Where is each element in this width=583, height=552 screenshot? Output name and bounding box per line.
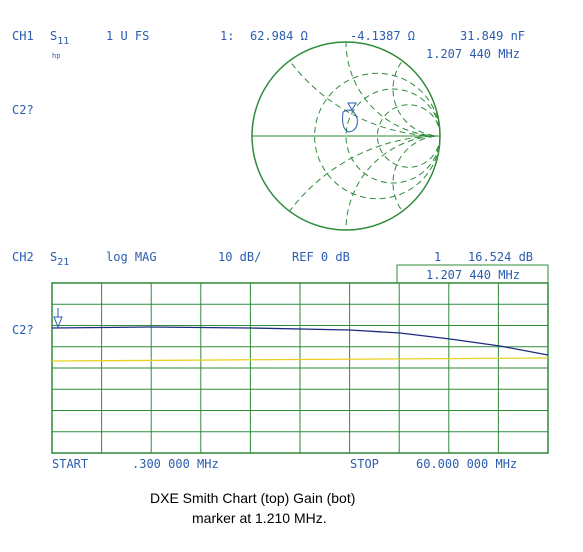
channel-label: CH1 [12,29,34,43]
parameter: S11 [50,29,69,47]
gain-trace [51,326,549,356]
marker-frequency: 1.207 440 MHz [426,268,520,282]
param-letter: S [50,29,57,43]
caption-line: DXE Smith Chart (top) Gain (bot) [150,490,355,506]
brand: hp [52,52,60,60]
start-label: START [52,457,88,471]
param-letter: S [50,250,57,264]
side-label: C2? [12,323,34,337]
marker-value: 16.524 dB [468,250,533,264]
smith-chart [251,41,441,231]
plot-grid [51,264,549,454]
stop-frequency: 60.000 000 MHz [416,457,517,471]
start-frequency: .300 000 MHz [132,457,219,471]
parameter: S21 [50,250,69,268]
param-sub: 11 [57,36,69,47]
side-label: C2? [12,103,34,117]
reference-marker [53,308,63,329]
marker-component: 31.849 nF [460,29,525,43]
channel-label: CH2 [12,250,34,264]
scale: 10 dB/ [218,250,261,264]
reference-trace [51,357,549,362]
marker-number: 1 [434,250,441,264]
marker-frequency: 1.207 440 MHz [426,47,520,61]
scale: 1 U FS [106,29,149,43]
param-sub: 21 [57,257,69,268]
format: log MAG [106,250,157,264]
caption-line: marker at 1.210 MHz. [192,510,327,526]
marker-resistance: 62.984 Ω [250,29,308,43]
marker-number: 1: [220,29,234,43]
reference: REF 0 dB [292,250,350,264]
stop-label: STOP [350,457,379,471]
marker-reactance: -4.1387 Ω [350,29,415,43]
